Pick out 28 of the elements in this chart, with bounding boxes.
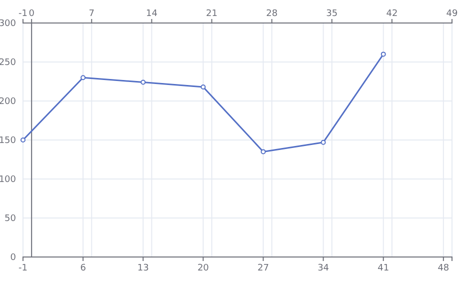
x2-tick-label: 49 xyxy=(446,9,458,19)
x-tick-label: 41 xyxy=(378,263,390,274)
x-tick-label: -1 xyxy=(18,263,28,274)
x2-tick-label: 21 xyxy=(206,9,218,19)
x2-tick-label: 14 xyxy=(146,9,158,19)
x2-tick-label: 35 xyxy=(326,9,338,19)
x2-tick-label: 42 xyxy=(386,9,398,19)
x2-tick-label: 0 xyxy=(28,9,35,19)
y-tick-label: 50 xyxy=(4,214,16,224)
y-tick-label: 0 xyxy=(10,252,16,263)
point xyxy=(320,140,326,145)
x-tick-label: 27 xyxy=(258,263,269,274)
x2-tick-label: 7 xyxy=(88,9,95,19)
point xyxy=(20,138,26,142)
y-tick-label: 150 xyxy=(0,136,16,146)
point xyxy=(260,149,266,154)
x-tick-label: 20 xyxy=(197,263,210,274)
x-tick-label: 34 xyxy=(318,263,330,274)
point xyxy=(200,84,206,90)
x-tick-label: 48 xyxy=(438,263,450,274)
point xyxy=(140,80,146,85)
x-tick-label: 13 xyxy=(137,263,149,274)
x2-tick-label: -1 xyxy=(18,9,28,19)
point xyxy=(80,75,86,80)
x2-tick-label: 28 xyxy=(266,9,278,19)
point xyxy=(380,52,386,57)
x-tick-label: 6 xyxy=(80,263,86,274)
y-tick-label: 100 xyxy=(0,174,16,185)
